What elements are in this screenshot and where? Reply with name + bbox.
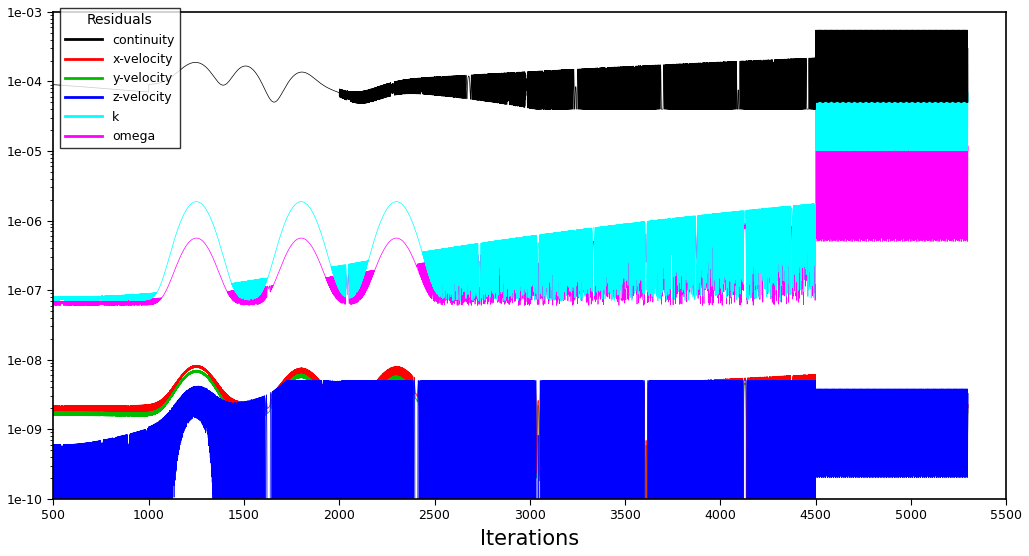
Line: k: k bbox=[54, 85, 968, 301]
x-velocity bbox=[267, 396, 279, 403]
continuity bbox=[840, 29, 852, 36]
continuity bbox=[47, 81, 60, 88]
continuity bbox=[248, 67, 260, 74]
Line: continuity: continuity bbox=[54, 30, 968, 109]
y-velocity bbox=[557, 521, 569, 528]
k bbox=[47, 294, 60, 301]
omega bbox=[147, 299, 159, 306]
y-velocity bbox=[76, 409, 88, 416]
y-velocity bbox=[248, 415, 260, 422]
x-velocity bbox=[840, 396, 852, 403]
x-velocity bbox=[76, 404, 88, 411]
z-velocity bbox=[282, 377, 294, 384]
z-velocity bbox=[76, 440, 88, 447]
Line: x-velocity: x-velocity bbox=[54, 365, 968, 520]
k bbox=[531, 279, 543, 286]
x-velocity bbox=[47, 403, 60, 409]
continuity bbox=[147, 81, 159, 87]
omega bbox=[828, 127, 841, 134]
y-velocity bbox=[47, 408, 60, 414]
x-velocity bbox=[190, 362, 203, 369]
k bbox=[267, 257, 279, 264]
x-velocity bbox=[248, 411, 260, 418]
x-velocity bbox=[557, 517, 569, 523]
y-velocity bbox=[962, 410, 974, 416]
omega bbox=[962, 148, 974, 155]
z-velocity bbox=[840, 398, 852, 405]
Line: omega: omega bbox=[54, 131, 968, 305]
k bbox=[94, 297, 106, 304]
y-velocity bbox=[267, 401, 279, 408]
continuity bbox=[528, 106, 540, 112]
omega bbox=[267, 282, 279, 289]
continuity bbox=[76, 83, 88, 90]
omega bbox=[47, 298, 60, 305]
k bbox=[811, 81, 823, 88]
continuity bbox=[962, 45, 974, 52]
continuity bbox=[267, 98, 279, 105]
Line: z-velocity: z-velocity bbox=[54, 380, 968, 556]
x-velocity bbox=[147, 406, 159, 413]
Legend: continuity, x-velocity, y-velocity, z-velocity, k, omega: continuity, x-velocity, y-velocity, z-ve… bbox=[60, 8, 180, 148]
y-velocity bbox=[147, 411, 159, 418]
y-velocity bbox=[840, 401, 852, 408]
k bbox=[248, 284, 260, 290]
y-velocity bbox=[190, 367, 203, 374]
x-velocity bbox=[962, 405, 974, 411]
omega bbox=[840, 131, 852, 138]
k bbox=[147, 294, 159, 300]
z-velocity bbox=[147, 426, 159, 433]
X-axis label: Iterations: Iterations bbox=[481, 529, 579, 549]
omega bbox=[76, 298, 88, 305]
k bbox=[76, 296, 88, 303]
Line: y-velocity: y-velocity bbox=[54, 370, 968, 524]
z-velocity bbox=[47, 441, 60, 448]
k bbox=[962, 99, 974, 106]
omega bbox=[248, 287, 260, 294]
continuity bbox=[531, 90, 543, 96]
y-velocity bbox=[531, 422, 543, 429]
continuity bbox=[831, 27, 844, 33]
omega bbox=[69, 302, 81, 309]
k bbox=[840, 88, 852, 95]
omega bbox=[531, 280, 543, 286]
x-velocity bbox=[531, 418, 543, 424]
z-velocity bbox=[962, 405, 974, 411]
